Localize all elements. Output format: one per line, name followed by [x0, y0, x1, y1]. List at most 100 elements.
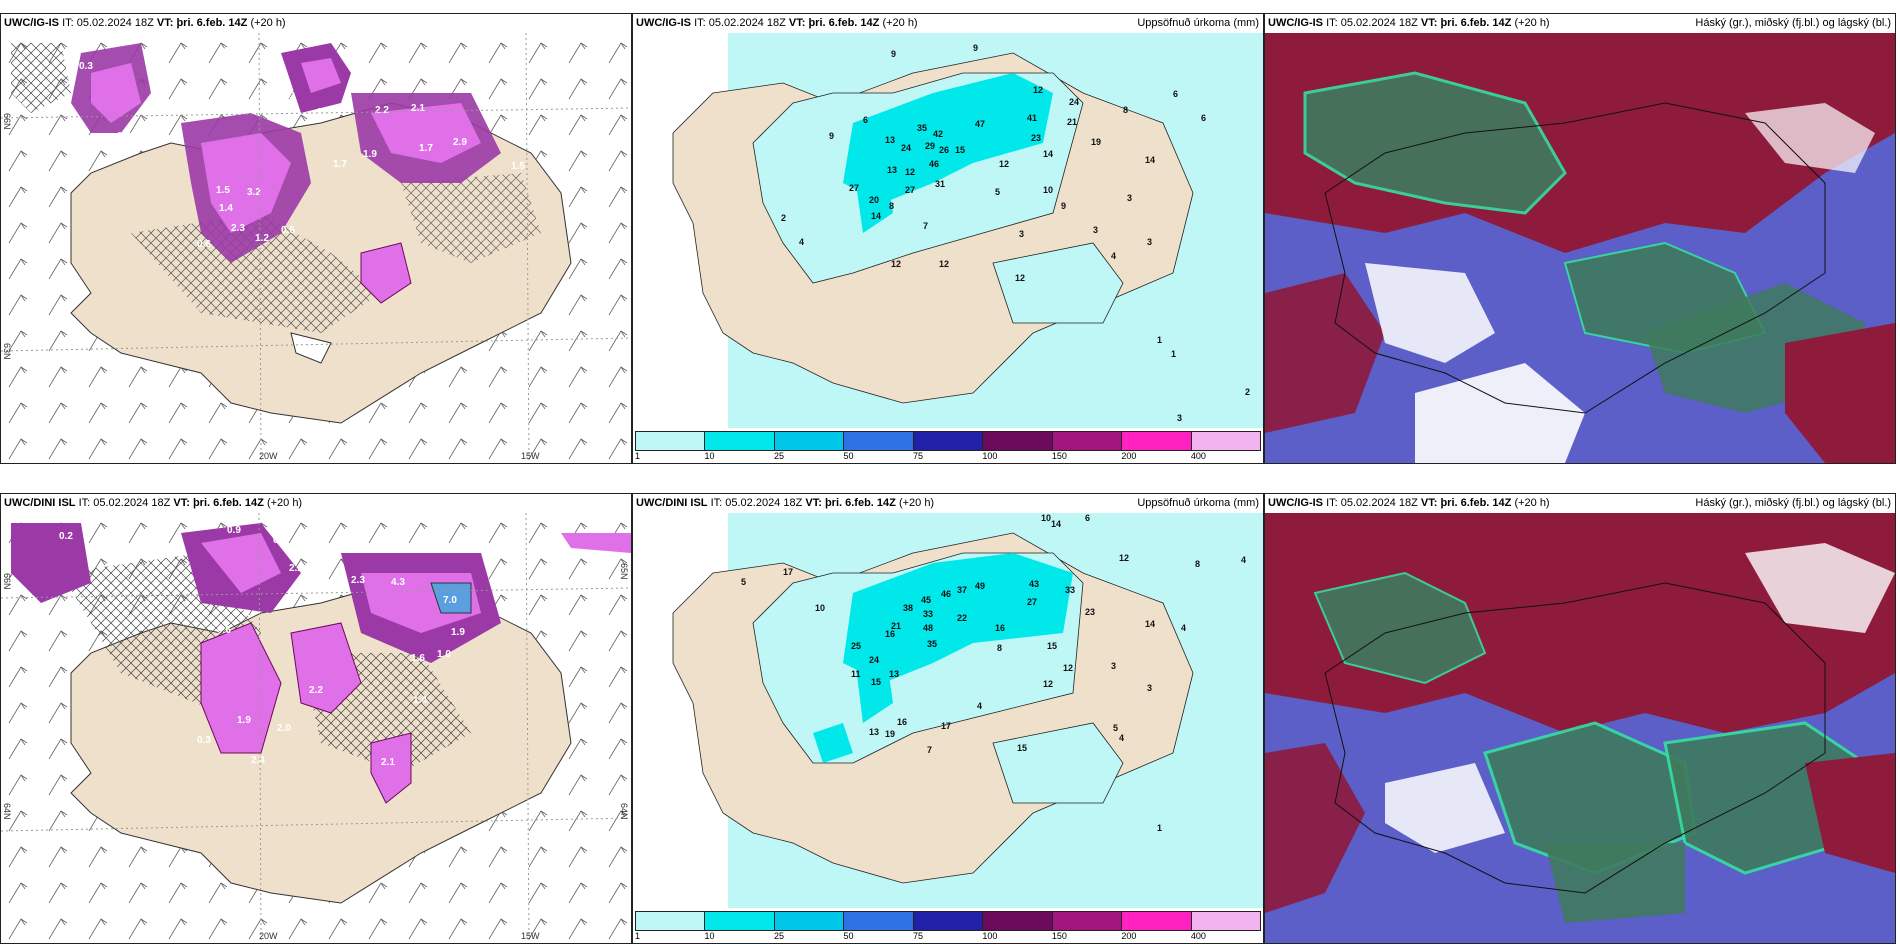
snow-value: 1.9: [237, 715, 251, 726]
precip-value: 35: [917, 123, 927, 133]
snow-value-labels: 0.3 0.3 0.3 2.7 2.2 2.1 2.9 1.7 1.5 1.9 …: [71, 47, 525, 250]
colorbar-ticks: 1 10 25 50 75 100 150 200 400: [635, 931, 1261, 943]
snow-value: 2.3: [231, 223, 245, 234]
snow-value: 1.5: [216, 185, 230, 196]
snow-value: 2.3: [351, 575, 365, 586]
snow-value: 1.7: [333, 159, 347, 170]
colorbar-tick: 50: [843, 451, 854, 461]
model-name: UWC/IG-IS: [4, 17, 59, 29]
precip-value: 38: [903, 603, 913, 613]
it-label: IT:: [710, 497, 723, 509]
it-label: IT:: [1326, 17, 1338, 29]
precip-value: 23: [1031, 133, 1041, 143]
precip-value: 15: [1017, 743, 1027, 753]
colorbar-swatch: [636, 432, 706, 450]
colorbar-swatch: [774, 912, 845, 930]
colorbar-tick: 1: [635, 451, 641, 461]
precip-value: 12: [1015, 273, 1025, 283]
precip-value: 8: [889, 201, 894, 211]
colorbar-tick: 25: [773, 931, 784, 941]
panel-header: UWC/IG-IS IT: 05.02.2024 18Z VT: þri. 6.…: [1, 14, 631, 32]
precip-colorbar: [635, 431, 1261, 451]
precip-value: 45: [921, 595, 931, 605]
colorbar-tick: 200: [1121, 931, 1137, 941]
precip-value: 8: [1195, 559, 1200, 569]
precip-value: 4: [1119, 733, 1124, 743]
precip-value: 2: [781, 213, 786, 223]
precip-value: 16: [995, 623, 1005, 633]
panel-header: UWC/IG-IS IT: 05.02.2024 18Z VT: þri. 6.…: [1265, 14, 1895, 32]
snow-value: 2.1: [381, 757, 395, 768]
cloud-map-svg: [1265, 513, 1895, 943]
it-value: 05.02.2024 18Z: [708, 17, 786, 29]
vt-label: VT:: [1420, 497, 1438, 509]
precip-value: 3: [1127, 193, 1132, 203]
precip-value: 1: [1157, 335, 1162, 345]
precip-value: 11: [851, 669, 861, 679]
precip-value: 5: [741, 577, 746, 587]
precip-value: 3: [1147, 237, 1152, 247]
precip-value: 8: [997, 643, 1002, 653]
precip-value: 22: [957, 613, 967, 623]
snow-value: 0.3: [281, 91, 295, 102]
precip-value: 14: [1051, 519, 1061, 529]
snow-value: 0.4: [71, 615, 85, 626]
precip-value: 12: [905, 167, 915, 177]
lat-label: 66N: [2, 573, 12, 590]
colorbar-swatch: [1122, 912, 1192, 930]
vt-label: VT:: [805, 497, 822, 509]
precip-value-labels: 9 9 12 24 21 19 13 24 35 47 41 42 23 26 …: [781, 43, 1250, 423]
vt-value: þri. 6.feb. 14Z: [808, 17, 880, 29]
precip-value: 41: [1027, 113, 1037, 123]
precip-value: 48: [923, 623, 933, 633]
vt-value: þri. 6.feb. 14Z: [1440, 17, 1512, 29]
colorbar-swatch: [1052, 432, 1123, 450]
vt-value: þri. 6.feb. 14Z: [1440, 497, 1512, 509]
precip-value: 43: [1029, 579, 1039, 589]
snow-value: 2.2: [375, 105, 389, 116]
lat-label: 64N: [2, 803, 12, 820]
precip-map-svg: 9 9 12 24 21 19 13 24 35 47 41 42 23 26 …: [672, 33, 1263, 428]
precip-value: 20: [869, 195, 879, 205]
precip-value: 37: [957, 585, 967, 595]
precip-title: Uppsöfnuð úrkoma (mm): [1137, 17, 1259, 29]
snow-value: 1.9: [451, 627, 465, 638]
precip-value: 14: [871, 211, 881, 221]
snow-value: 0.3: [223, 47, 237, 58]
panel-header: UWC/DINI ISL IT: 05.02.2024 18Z VT: þri.…: [1, 494, 631, 512]
precip-value: 13: [887, 165, 897, 175]
snow-value: 0.8: [273, 535, 287, 546]
precip-value: 7: [927, 745, 932, 755]
precip-value: 12: [939, 259, 949, 269]
it-label: IT:: [62, 17, 74, 29]
snow-value: 1.2: [255, 233, 269, 244]
precip-value: 21: [1067, 117, 1077, 127]
snow-value: 1.9: [363, 149, 377, 160]
precip-value: 42: [933, 129, 943, 139]
snow-value: 1.5: [511, 161, 525, 172]
precip-value: 17: [783, 567, 793, 577]
precip-value: 5: [995, 187, 1000, 197]
wind-snow-map: 0.2 0.9 0.8 1.5 2.2 2.3 4.3 7.0 1.9 1.0 …: [1, 512, 631, 943]
precip-value: 9: [891, 49, 896, 59]
snow-value: 2.4: [251, 755, 265, 766]
lon-label: 15W: [521, 931, 540, 941]
it-value: 05.02.2024 18Z: [1340, 497, 1418, 509]
vt-value: þri. 6.feb. 14Z: [176, 17, 248, 29]
lead-time: (+20 h): [882, 17, 918, 29]
colorbar-swatch: [705, 432, 775, 450]
precip-value: 7: [923, 221, 928, 231]
precip-value: 6: [863, 115, 868, 125]
precip-value: 12: [1033, 85, 1043, 95]
precip-value: 33: [1065, 585, 1075, 595]
vt-label: VT:: [788, 17, 806, 29]
precip-value: 24: [869, 655, 879, 665]
colorbar-swatch: [705, 912, 775, 930]
snow-value-labels: 0.2 0.9 0.8 1.5 2.2 2.3 4.3 7.0 1.9 1.0 …: [59, 525, 465, 768]
precip-value: 16: [885, 629, 895, 639]
lat-label: 63N: [2, 343, 12, 360]
snow-value: 3.2: [247, 187, 261, 198]
precip-value: 4: [977, 701, 982, 711]
precip-value: 15: [871, 677, 881, 687]
snow-value: 1.0: [437, 649, 451, 660]
